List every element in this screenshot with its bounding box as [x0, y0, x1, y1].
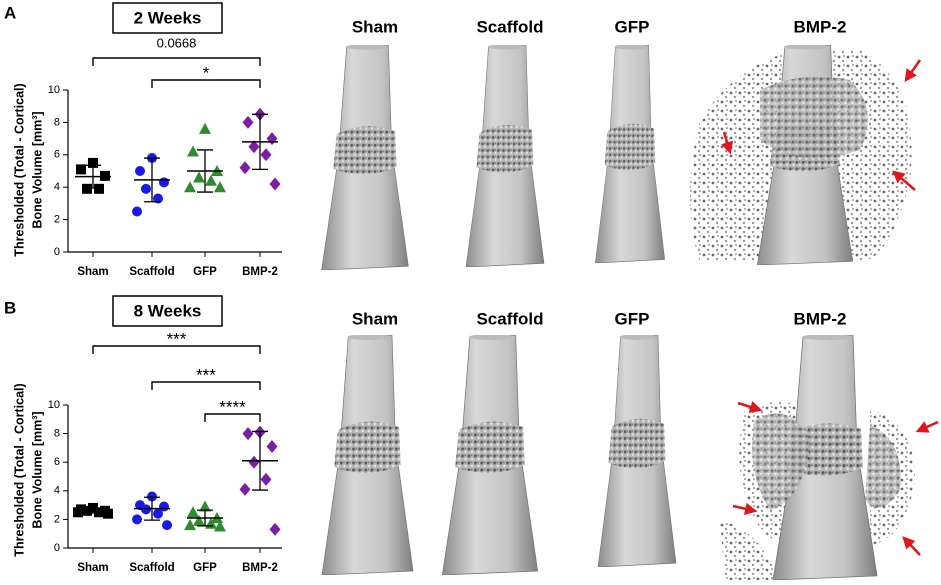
point [193, 514, 205, 526]
image-label: Scaffold [476, 309, 543, 328]
significance-label: * [203, 63, 210, 82]
point [88, 157, 98, 168]
point [88, 502, 98, 513]
image-label: Scaffold [476, 17, 543, 36]
point [187, 506, 199, 518]
point [266, 439, 278, 453]
point [205, 174, 217, 186]
point [132, 514, 142, 525]
x-tick-label: GFP [193, 562, 217, 574]
y-axis-label: Thresholded (Total - Cortical) [12, 383, 26, 556]
point [199, 122, 211, 134]
image-label: Sham [352, 309, 398, 328]
bone-images [321, 45, 939, 580]
point [269, 177, 281, 191]
point [260, 148, 272, 162]
point [135, 166, 145, 176]
title-box [112, 2, 223, 34]
error-bar [144, 496, 160, 521]
point [153, 193, 163, 204]
title-box [112, 295, 223, 327]
image-label: GFP [615, 309, 650, 328]
point [187, 145, 199, 157]
point [242, 115, 254, 129]
point [141, 183, 151, 194]
x-tick-label: BMP-2 [242, 562, 278, 574]
y-tick-label: 6 [54, 456, 60, 468]
point [242, 427, 254, 441]
error-bar [85, 164, 101, 189]
point [82, 183, 92, 194]
y-tick-label: 0 [54, 246, 60, 258]
x-tick-label: Sham [77, 266, 108, 278]
x-tick-label: Scaffold [129, 266, 174, 278]
y-tick-label: 10 [48, 399, 60, 411]
x-tick-label: GFP [193, 266, 217, 278]
y-axis-label: Bone Volume [mm³] [30, 111, 44, 228]
y-tick-label: 8 [54, 116, 60, 128]
y-tick-label: 4 [54, 181, 60, 193]
x-tick-label: Scaffold [129, 562, 174, 574]
point [100, 170, 110, 181]
y-tick-label: 10 [48, 84, 60, 96]
point [199, 500, 211, 512]
point [184, 519, 196, 531]
chart-title: 2 Weeks [134, 8, 202, 27]
y-tick-label: 8 [54, 428, 60, 440]
point [132, 206, 142, 217]
y-tick-label: 0 [54, 542, 60, 554]
point [94, 183, 104, 194]
significance-label: *** [167, 329, 187, 348]
point [248, 140, 260, 154]
error-bar [85, 508, 101, 514]
significance-bracket [151, 381, 261, 390]
significance-bracket [151, 79, 261, 88]
x-tick-label: BMP-2 [242, 266, 278, 278]
error-bar [252, 113, 268, 171]
point [73, 507, 83, 518]
significance-label: 0.0668 [157, 35, 197, 50]
point [266, 132, 278, 146]
image-label: Sham [352, 17, 398, 36]
point [193, 171, 205, 183]
y-tick-label: 6 [54, 149, 60, 161]
y-tick-label: 2 [54, 513, 60, 525]
significance-bracket [92, 345, 261, 354]
point [214, 520, 226, 532]
point [269, 522, 281, 536]
point [153, 508, 163, 519]
point [76, 164, 86, 175]
point [159, 177, 169, 188]
error-bar [252, 430, 268, 491]
y-axis-label: Bone Volume [mm³] [30, 411, 44, 528]
image-label: BMP-2 [794, 309, 847, 328]
image-label: GFP [615, 17, 650, 36]
significance-label: **** [219, 397, 246, 416]
point [162, 520, 172, 531]
point [94, 507, 104, 518]
x-tick-label: Sham [77, 562, 108, 574]
point [239, 482, 251, 496]
panel-label: B [4, 298, 16, 317]
significance-bracket [92, 57, 261, 66]
chart-title: 8 Weeks [134, 301, 202, 320]
error-bar [197, 509, 213, 527]
y-tick-label: 2 [54, 214, 60, 226]
y-axis-label: Thresholded (Total - Cortical) [12, 83, 26, 256]
image-label: BMP-2 [794, 17, 847, 36]
point [260, 472, 272, 486]
significance-bracket [204, 413, 261, 422]
point [214, 181, 226, 193]
y-tick-label: 4 [54, 485, 60, 497]
error-bar [144, 157, 160, 203]
point [184, 181, 196, 193]
significance-label: *** [196, 365, 216, 384]
panel-label: A [4, 3, 16, 22]
point [103, 508, 113, 519]
point [147, 491, 157, 502]
error-bar [197, 149, 213, 193]
point [248, 455, 260, 469]
point [239, 161, 251, 175]
